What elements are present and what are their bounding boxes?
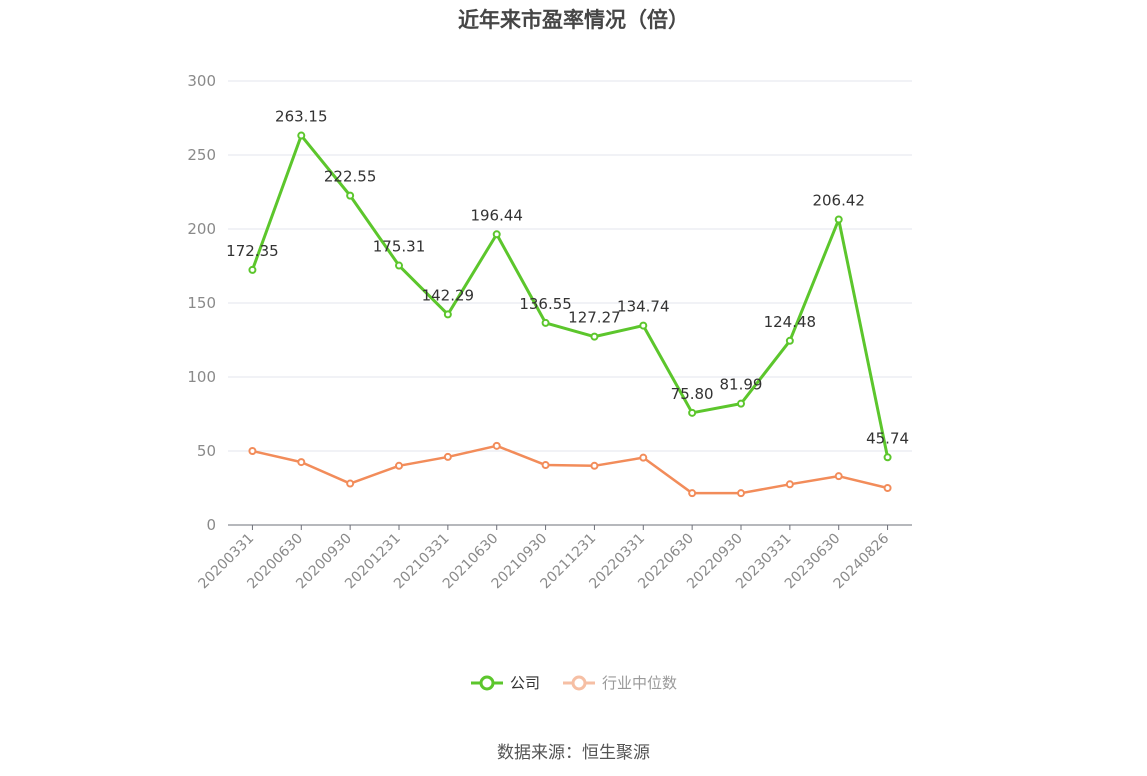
y-tick-label: 100: [187, 368, 216, 386]
data-label: 127.27: [568, 309, 621, 327]
data-label: 124.48: [764, 313, 817, 331]
company-point: [688, 408, 697, 417]
industry-series-line: [252, 444, 888, 495]
company-series-line: [251, 134, 890, 458]
industry-point: [248, 447, 257, 455]
chart-title: 近年来市盈率情况（倍）: [458, 8, 689, 32]
company-point: [297, 131, 306, 140]
data-label: 175.31: [373, 238, 426, 256]
x-axis: 2020033120200630202009302020123120210331…: [196, 524, 912, 592]
company-point: [737, 399, 745, 408]
company-point: [395, 261, 403, 270]
company-point: [639, 321, 648, 330]
company-point: [346, 191, 355, 200]
industry-point: [883, 484, 892, 492]
company-point: [785, 336, 794, 345]
data-label: 81.99: [720, 376, 763, 394]
industry-point: [785, 480, 794, 489]
y-tick-label: 0: [206, 516, 216, 534]
legend-line-marker-icon: [563, 675, 595, 690]
data-label: 142.29: [422, 286, 475, 304]
data-label: 45.74: [866, 429, 909, 447]
legend-item-industry[interactable]: 行业中位数: [562, 672, 677, 693]
pe-ratio-line-chart: 0 50 100 150 200 250 300 202003312020063020200…: [187, 72, 912, 592]
company-point: [883, 453, 892, 462]
industry-point: [590, 461, 599, 470]
y-tick-label: 50: [197, 442, 216, 460]
industry-point: [541, 461, 550, 470]
legend-line-marker-icon: [470, 675, 503, 690]
data-label: 222.55: [324, 168, 377, 186]
company-point: [492, 230, 501, 239]
y-tick-label: 250: [187, 146, 216, 164]
legend-label-industry: 行业中位数: [602, 674, 678, 692]
data-label: 206.42: [812, 191, 865, 209]
series-group: [248, 131, 892, 498]
industry-point: [395, 461, 403, 470]
company-point: [834, 215, 843, 224]
y-tick-label: 150: [187, 294, 216, 312]
data-label: 263.15: [275, 108, 328, 126]
company-point: [248, 265, 257, 274]
data-label: 172.35: [226, 242, 279, 260]
y-axis: 0 50 100 150 200 250 300: [187, 72, 216, 534]
grid-lines: [228, 80, 912, 452]
company-point: [541, 318, 550, 327]
company-point: [443, 310, 452, 319]
industry-point: [346, 479, 355, 488]
data-label: 136.55: [519, 295, 572, 313]
legend-label-company: 公司: [509, 674, 540, 692]
industry-point: [639, 453, 648, 462]
data-labels: 172.35 263.15 222.55 175.31 142.29 196.44 136.…: [226, 108, 909, 448]
data-label: 75.80: [671, 385, 714, 403]
industry-point: [492, 441, 501, 450]
industry-point: [834, 472, 843, 481]
industry-point: [737, 489, 745, 498]
y-tick-label: 200: [187, 220, 216, 238]
industry-point: [297, 458, 306, 467]
data-label: 196.44: [470, 206, 523, 224]
legend[interactable]: 公司 行业中位数: [0, 672, 1147, 693]
industry-point: [443, 452, 452, 461]
industry-point: [688, 489, 697, 498]
y-tick-label: 300: [187, 72, 216, 90]
legend-item-company[interactable]: 公司: [470, 672, 540, 693]
data-source: 数据来源：恒生聚源: [497, 743, 650, 763]
data-label: 134.74: [617, 298, 670, 316]
company-point: [590, 332, 599, 341]
